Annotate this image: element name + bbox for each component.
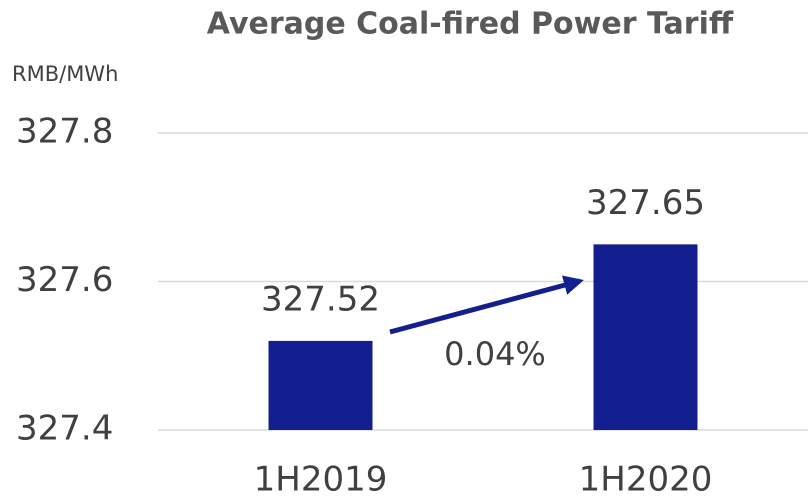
bar [593,244,698,430]
chart-title: Average Coal-fired Power Tariff [207,7,734,42]
y-axis-label: RMB/MWh [12,62,118,86]
data-label: 327.65 [586,183,705,223]
y-tick-label: 327.4 [16,409,113,449]
y-tick-label: 327.8 [16,112,113,152]
annotation: 0.04% [444,335,546,373]
trend-arrow [389,275,584,335]
data-label: 327.52 [261,279,380,319]
bar [268,340,373,430]
x-tick-label: 1H2020 [579,460,713,500]
y-tick-label: 327.6 [16,260,113,300]
x-tick-label: 1H2019 [254,460,388,500]
